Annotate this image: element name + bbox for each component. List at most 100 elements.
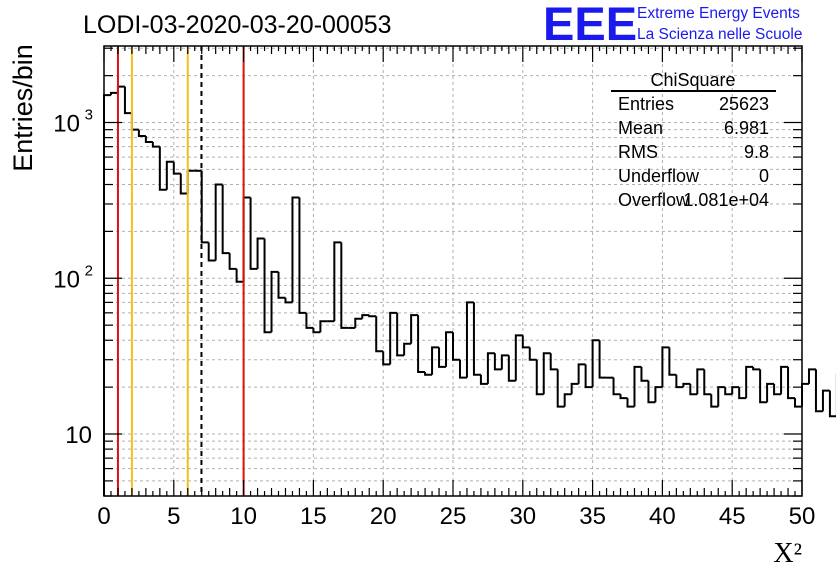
- histogram-bin: [305, 312, 314, 329]
- histogram-bin: [661, 346, 670, 388]
- histogram-bin: [438, 347, 447, 368]
- histogram-bin: [130, 113, 139, 131]
- histogram-bin: [417, 315, 426, 374]
- histogram-bin: [773, 383, 782, 396]
- histogram-bin: [137, 129, 146, 137]
- histogram-bin: [235, 268, 244, 283]
- reference-lines: [116, 46, 245, 496]
- histogram-bin: [612, 377, 621, 396]
- eee-logo: EEE Extreme Energy Events La Scienza nel…: [543, 0, 802, 50]
- histogram-bin: [277, 271, 286, 299]
- x-tick-label: 10: [230, 503, 257, 530]
- histogram-bin: [563, 393, 572, 407]
- stats-label: Mean: [618, 118, 663, 138]
- stats-label: Overflow: [618, 190, 690, 210]
- histogram-bin: [591, 339, 600, 388]
- histogram-bin: [424, 372, 433, 376]
- x-tick-label: 15: [300, 503, 327, 530]
- histogram-bin: [249, 197, 258, 270]
- histogram-bin: [745, 365, 754, 399]
- grid: [104, 46, 802, 497]
- histogram-bin: [458, 359, 467, 379]
- stats-title: ChiSquare: [650, 70, 735, 90]
- histogram-bin: [689, 383, 698, 396]
- histogram-bin: [486, 352, 495, 384]
- histogram-bin: [521, 335, 530, 349]
- histogram-bin: [633, 365, 642, 407]
- histogram-bin: [270, 270, 279, 333]
- histogram-bin: [410, 314, 419, 344]
- y-tick-label: 10: [65, 422, 92, 449]
- histogram-bin: [109, 91, 118, 96]
- histogram-bin: [682, 382, 691, 388]
- histogram-bin: [312, 327, 321, 334]
- stats-label: Underflow: [618, 166, 700, 186]
- histogram-bin: [375, 316, 384, 353]
- histogram-bin: [354, 317, 363, 328]
- histogram-bin: [298, 197, 307, 314]
- histogram-bin: [284, 297, 293, 304]
- histogram-bin: [382, 351, 391, 366]
- x-axis-label: X²: [773, 538, 802, 569]
- histogram-bin: [535, 359, 544, 396]
- histogram-bin: [368, 315, 377, 318]
- histogram-bin: [626, 398, 635, 408]
- histogram-bin: [452, 332, 460, 361]
- y-tick-exponent: 2: [85, 262, 93, 279]
- eee-logo-text: EEE: [543, 0, 637, 50]
- histogram-bin: [696, 368, 705, 395]
- histogram-bin: [445, 331, 453, 367]
- histogram-bin: [801, 382, 809, 407]
- histogram-bin: [598, 340, 607, 379]
- histogram-bin: [828, 390, 836, 418]
- histogram-bin: [340, 242, 349, 329]
- histogram-bin: [403, 342, 412, 356]
- histogram-bin: [207, 242, 216, 262]
- histogram-bin: [731, 386, 740, 395]
- x-tick-label: 45: [719, 503, 746, 530]
- histogram-bin: [256, 237, 265, 269]
- histogram-bin: [780, 365, 789, 395]
- histogram-bin: [179, 173, 188, 195]
- histogram-bin: [172, 161, 181, 175]
- histogram-bin: [221, 184, 230, 255]
- histogram-bin: [291, 196, 300, 303]
- run-title: LODI-03-2020-03-20-00053: [83, 11, 392, 39]
- histogram-bin: [242, 196, 251, 282]
- histogram-bin: [584, 364, 593, 389]
- histogram-bin: [710, 394, 719, 408]
- histogram-bin: [186, 169, 195, 194]
- x-tick-label: 20: [370, 503, 397, 530]
- y-axis-label: Entries/bin: [8, 44, 38, 172]
- histogram-bin: [654, 386, 663, 403]
- histogram-bin: [151, 141, 160, 148]
- stats-box: ChiSquare Entries 25623 Mean 6.981 RMS 9.8 Und…: [611, 70, 776, 210]
- stats-value: 0: [759, 166, 769, 186]
- stats-value: 25623: [719, 94, 769, 114]
- histogram-bin: [165, 160, 174, 190]
- histogram-bin: [479, 374, 488, 385]
- histogram-bin: [500, 354, 509, 370]
- y-tick-exponent: 3: [85, 107, 93, 124]
- histogram-bin: [493, 353, 502, 371]
- y-tick-label: 10: [53, 111, 80, 138]
- x-tick-label: 35: [579, 503, 606, 530]
- histogram-bin: [465, 301, 474, 378]
- x-tick-label: 25: [440, 503, 467, 530]
- y-tick-label: 10: [53, 266, 80, 293]
- histogram-bin: [144, 135, 153, 143]
- histogram-bin: [507, 355, 516, 382]
- histogram-bin: [703, 369, 712, 396]
- histogram-bin: [821, 389, 830, 412]
- logo-line1: Extreme Energy Events: [637, 5, 800, 22]
- histogram-bin: [759, 369, 768, 404]
- stats-label: RMS: [618, 142, 658, 162]
- stats-label: Entries: [618, 94, 674, 114]
- x-tick-label: 50: [789, 503, 816, 530]
- histogram-bin: [472, 302, 481, 376]
- x-tick-label: 40: [649, 503, 676, 530]
- histogram-bin: [752, 366, 761, 371]
- stats-value: 9.8: [744, 142, 769, 162]
- histogram-bin: [577, 363, 586, 384]
- histogram-bin: [724, 387, 733, 396]
